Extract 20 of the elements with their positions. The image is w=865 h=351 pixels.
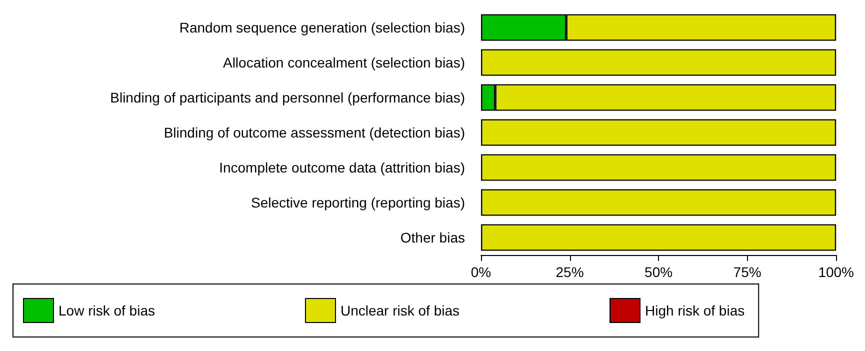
- y-tick-label: Random sequence generation (selection bias): [179, 20, 465, 36]
- y-tick-label: Incomplete outcome data (attrition bias): [219, 160, 465, 176]
- legend-label: High risk of bias: [645, 302, 745, 318]
- x-tick-label: 25%: [556, 264, 584, 280]
- y-tick-label: Blinding of outcome assessment (detection bias): [164, 124, 465, 140]
- y-tick-label: Allocation concealment (selection bias): [222, 54, 465, 70]
- legend-label: Unclear risk of bias: [340, 302, 460, 318]
- y-tick-label: Blinding of participants and personnel (performance bias): [110, 90, 465, 106]
- y-tick-label: Other bias: [400, 230, 465, 246]
- bar: [481, 49, 836, 76]
- x-tick-label: 100%: [818, 264, 854, 280]
- x-tick-label: 75%: [733, 264, 762, 280]
- x-tick-label: 50%: [644, 264, 673, 280]
- bar: [481, 154, 836, 181]
- bar: [481, 224, 836, 251]
- legend-label: Low risk of bias: [58, 302, 155, 318]
- x-tick-label: 0%: [470, 264, 492, 280]
- bar: [481, 189, 836, 216]
- y-tick-label: Selective reporting (reporting bias): [251, 194, 465, 210]
- bar: [481, 119, 836, 146]
